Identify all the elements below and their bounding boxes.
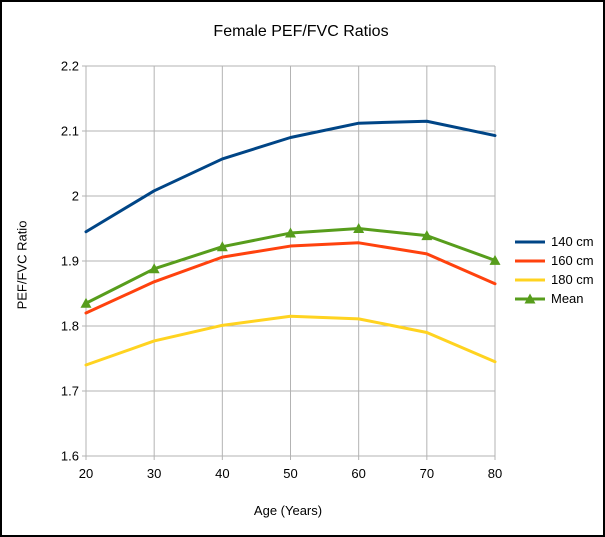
chart-title: Female PEF/FVC Ratios [213,23,389,40]
y-tick-label: 1.6 [61,449,79,464]
legend-item-160-cm: 160 cm [515,251,594,270]
x-axis-label: Age (Years) [253,503,323,518]
x-tick-label: 60 [351,466,365,481]
x-tick-label: 50 [283,466,297,481]
mean-marker [216,241,228,252]
mean-marker [421,230,433,241]
y-tick-label: 1.9 [61,254,79,269]
y-tick-label: 1.8 [61,319,79,334]
mean-marker [489,254,501,265]
mean-marker [285,227,296,238]
legend: 140 cm 160 cm 180 cm Mean [515,232,594,308]
y-tick-label: 2.2 [61,59,79,74]
y-tick-label: 1.7 [61,384,79,399]
x-tick-label: 80 [488,466,502,481]
series-line-140-cm [84,119,497,234]
x-tick-label: 30 [147,466,161,481]
legend-swatch-icon [515,259,545,262]
legend-label: 160 cm [551,253,594,268]
legend-label: Mean [551,291,584,306]
legend-swatch-icon [515,278,545,281]
x-tick-label: 70 [420,466,434,481]
legend-swatch-icon [515,293,545,303]
mean-marker [80,297,92,308]
legend-item-180-cm: 180 cm [515,270,594,289]
legend-item-140-cm: 140 cm [515,232,594,251]
series-line-180-cm [84,314,497,367]
series-line-160-cm [84,241,497,315]
legend-label: 140 cm [551,234,594,249]
legend-item-mean: Mean [515,289,594,308]
y-axis-label: PEF/FVC Ratio [14,220,30,310]
legend-swatch-icon [515,240,545,243]
y-tick-label: 2 [72,189,79,204]
mean-marker [148,263,160,274]
legend-label: 180 cm [551,272,594,287]
x-tick-label: 40 [215,466,229,481]
x-tick-label: 20 [79,466,93,481]
y-tick-label: 2.1 [61,124,79,139]
mean-marker [353,223,365,233]
